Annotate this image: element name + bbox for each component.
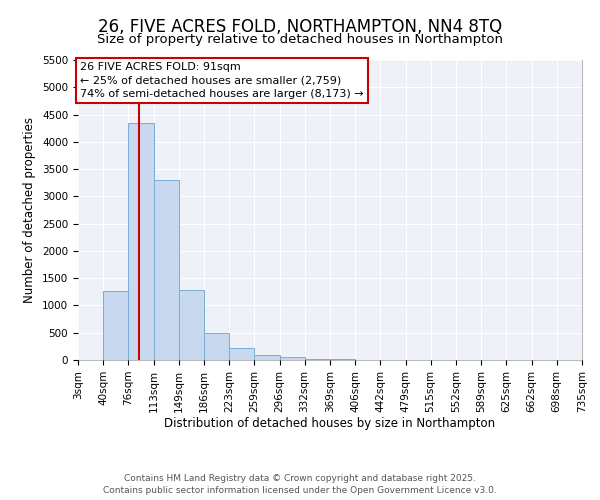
X-axis label: Distribution of detached houses by size in Northampton: Distribution of detached houses by size … <box>164 418 496 430</box>
Bar <box>229 348 254 360</box>
Bar <box>305 358 330 360</box>
Text: 26 FIVE ACRES FOLD: 91sqm
← 25% of detached houses are smaller (2,759)
74% of se: 26 FIVE ACRES FOLD: 91sqm ← 25% of detac… <box>80 62 364 98</box>
Bar <box>179 290 204 360</box>
Bar <box>254 355 280 360</box>
Bar <box>204 332 229 360</box>
Y-axis label: Number of detached properties: Number of detached properties <box>23 117 37 303</box>
Bar <box>280 358 305 360</box>
Text: Size of property relative to detached houses in Northampton: Size of property relative to detached ho… <box>97 32 503 46</box>
Bar <box>103 292 128 360</box>
Bar <box>128 122 154 360</box>
Text: Contains HM Land Registry data © Crown copyright and database right 2025.
Contai: Contains HM Land Registry data © Crown c… <box>103 474 497 495</box>
Text: 26, FIVE ACRES FOLD, NORTHAMPTON, NN4 8TQ: 26, FIVE ACRES FOLD, NORTHAMPTON, NN4 8T… <box>98 18 502 36</box>
Bar <box>154 180 179 360</box>
